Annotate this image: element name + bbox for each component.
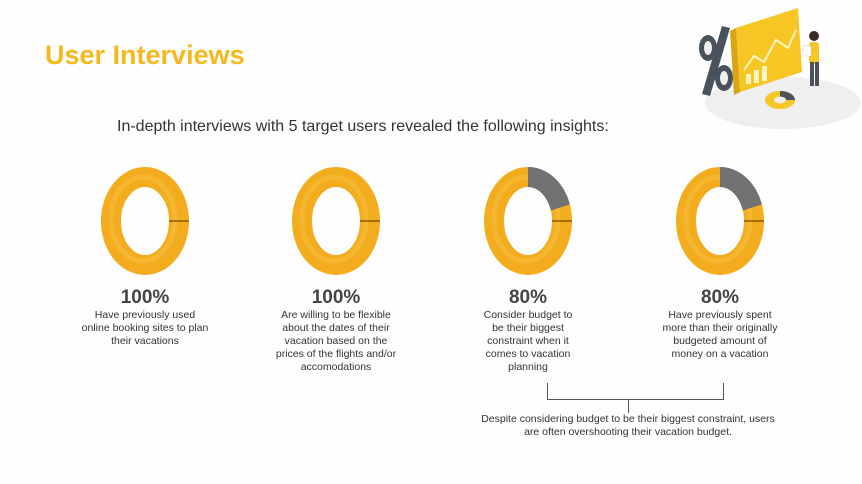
donut-chart [292,167,380,275]
stat-description: Are willing to be flexible about the dat… [275,309,397,373]
stat-card: 80% Have previously spent more than thei… [635,157,805,361]
stat-card: 100% Have previously used online booking… [60,157,230,348]
donut-chart [676,167,764,275]
stat-percent: 100% [311,287,361,308]
donut-highlight [491,174,561,264]
stat-description: Consider budget to be their biggest cons… [483,309,573,373]
stat-percent: 100% [120,287,170,308]
insight-note: Despite considering budget to be their b… [481,413,775,438]
stat-percent: 80% [700,287,740,308]
donut-chart [101,167,189,275]
donut-chart [484,167,572,275]
bracket-stem [628,399,629,413]
comparison-bracket [547,383,724,400]
stat-card: 80% Consider budget to be their biggest … [443,157,613,374]
analytics-illustration-icon [699,8,861,129]
donut-remaining-segment [720,167,762,211]
donut-highlight [299,174,369,264]
page-title: User Interviews [45,40,245,70]
donut-remaining-segment [528,167,570,211]
page-subtitle: In-depth interviews with 5 target users … [117,118,609,135]
stat-percent: 80% [508,287,548,308]
stat-card: 100% Are willing to be flexible about th… [251,157,421,374]
stat-description: Have previously spent more than their or… [662,309,778,360]
donut-highlight [108,174,178,264]
stat-description: Have previously used online booking site… [81,309,209,347]
donut-highlight [683,174,753,264]
